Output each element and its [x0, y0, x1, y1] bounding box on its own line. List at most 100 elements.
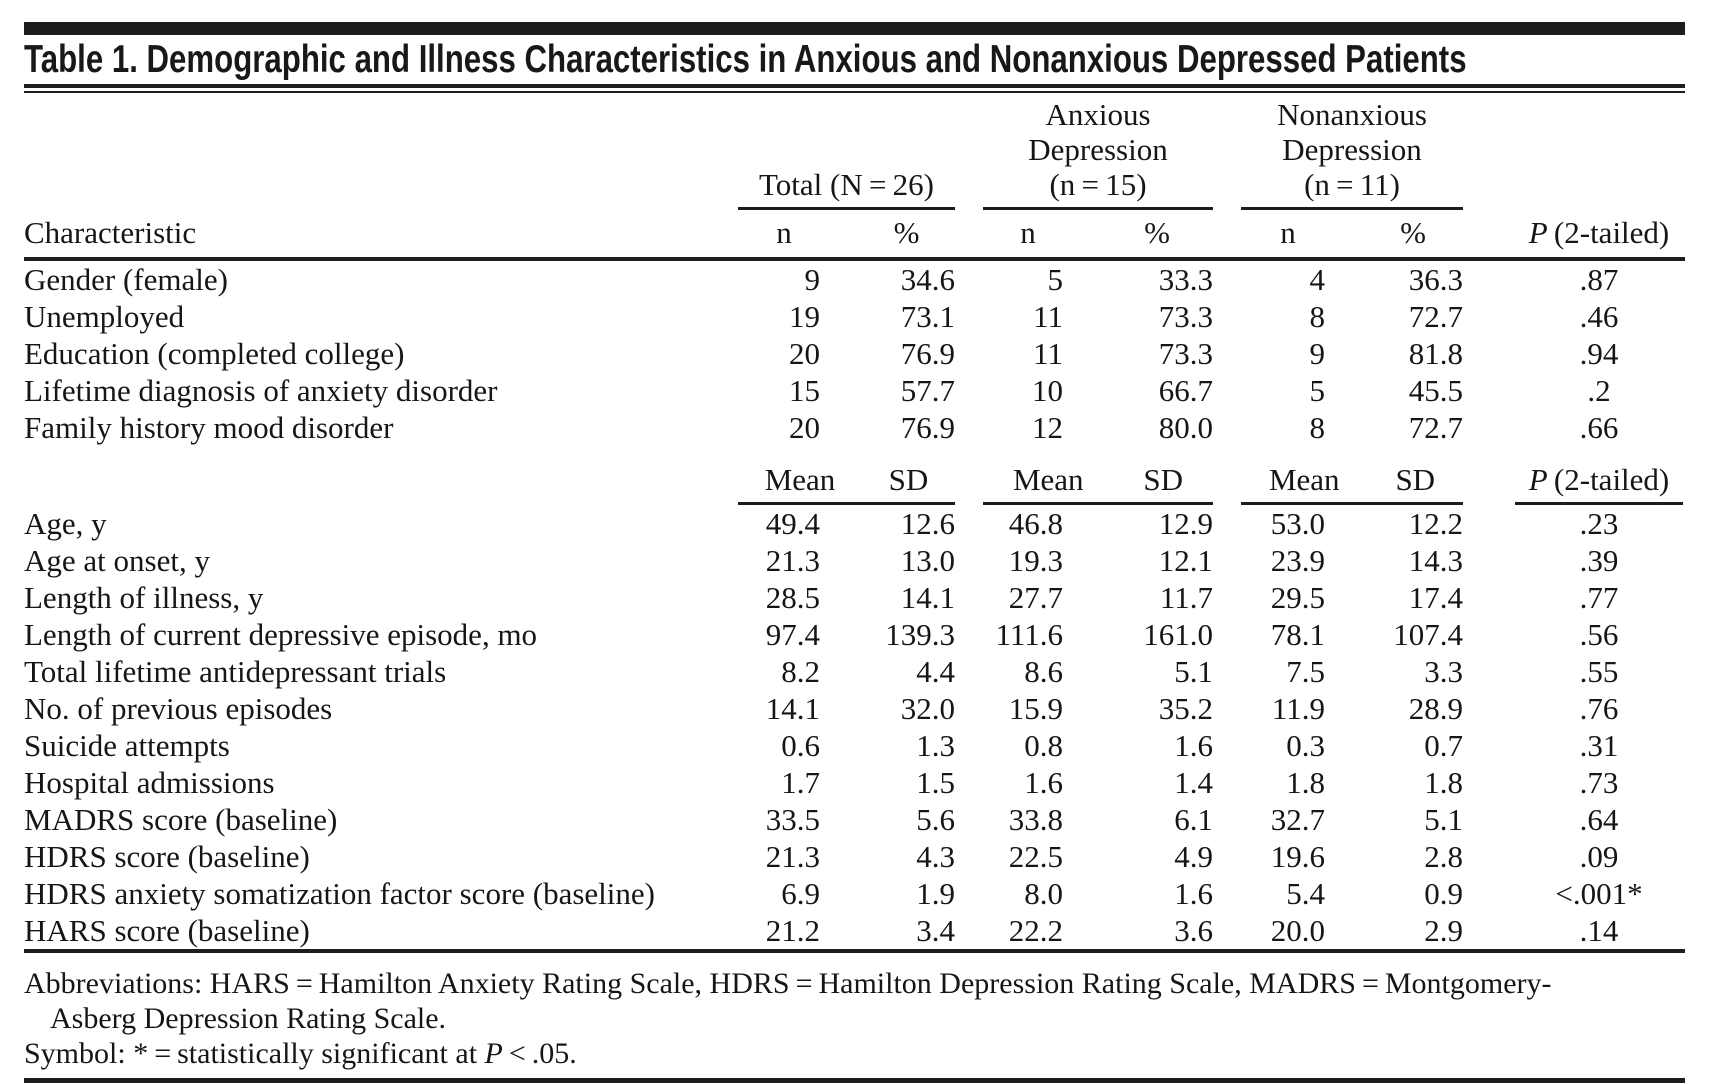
cell-value: 1.8 — [1286, 765, 1326, 800]
cell-value: 1.3 — [916, 728, 955, 763]
cell-value: .2 — [1587, 373, 1611, 408]
col-header-p-2-tailed: P (2-tailed) — [1477, 210, 1686, 261]
cell-value: 161.0 — [1143, 617, 1214, 652]
cell-value: 17.4 — [1408, 580, 1464, 615]
symbol-note: Symbol: * = statistically significant at… — [24, 1036, 1685, 1071]
cell-value: 11 — [1033, 336, 1063, 371]
table-row: Hospital admissions 1.7 1.5 1.6 1.4 1.8 1.8 .73 — [24, 764, 1685, 801]
table-row: Education (completed college) 20 76.9 11 73.… — [24, 335, 1685, 372]
cell-value: 8.2 — [781, 654, 820, 689]
meansd-pair: Mean SD — [1241, 462, 1464, 505]
cell-value: .23 — [1579, 506, 1619, 541]
cell-value: 7.5 — [1286, 654, 1326, 689]
bottom-rule — [24, 1078, 1685, 1084]
cell-value: 19.3 — [1008, 543, 1063, 578]
cell-value: 81.8 — [1408, 336, 1464, 371]
row-label: HDRS score (baseline) — [24, 839, 310, 874]
row-label: Gender (female) — [24, 262, 228, 297]
cell-value: 73.3 — [1158, 299, 1214, 334]
cell-value: .39 — [1579, 543, 1619, 578]
cell-value: 13.0 — [900, 543, 955, 578]
cell-value: 139.3 — [885, 617, 955, 652]
row-label: Length of current depressive episode, mo — [24, 617, 538, 652]
cell-value: 28.5 — [765, 580, 820, 615]
cell-value: 4.4 — [916, 654, 955, 689]
cell-value: 11.7 — [1159, 580, 1214, 615]
cell-value: 32.7 — [1270, 802, 1326, 837]
col-header-sd: SD — [1143, 462, 1184, 497]
cell-value: 97.4 — [765, 617, 820, 652]
meansd-header-row: Mean SD Mean SD Mean SD P (2-tailed) — [24, 446, 1685, 505]
group-header-anxious: Anxious Depression (n = 15) — [969, 93, 1227, 210]
cell-value: 1.6 — [1174, 728, 1214, 763]
cell-value: 46.8 — [1008, 506, 1063, 541]
cell-value: 0.8 — [1024, 728, 1063, 763]
cell-value: 0.7 — [1424, 728, 1464, 763]
group-header-line: Total (N = 26) — [759, 167, 934, 202]
cell-value: 53.0 — [1270, 506, 1326, 541]
col-header-mean: Mean — [764, 462, 836, 497]
row-label: No. of previous episodes — [24, 691, 333, 726]
cell-value: 9 — [1309, 336, 1326, 371]
cell-value: 29.5 — [1270, 580, 1326, 615]
row-label: Lifetime diagnosis of anxiety disorder — [24, 373, 498, 408]
cell-value: 21.3 — [765, 839, 820, 874]
table-title: Table 1. Demographic and Illness Charact… — [24, 38, 1467, 81]
row-label: Family history mood disorder — [24, 410, 394, 445]
cell-value: 45.5 — [1408, 373, 1464, 408]
group-header-total: Total (N = 26) — [724, 93, 969, 210]
cell-value: 5.6 — [916, 802, 955, 837]
cell-value: 80.0 — [1158, 410, 1214, 445]
cell-value: 76.9 — [900, 336, 955, 371]
row-label: Suicide attempts — [24, 728, 230, 763]
cell-value: 0.3 — [1286, 728, 1326, 763]
cell-value: 4.9 — [1174, 839, 1214, 874]
group-header-line: Depression — [1028, 132, 1168, 167]
cell-value: 8.6 — [1024, 654, 1063, 689]
cell-value: 21.3 — [765, 543, 820, 578]
row-label: Age, y — [24, 506, 107, 541]
row-label: Unemployed — [24, 299, 185, 334]
meansd-pair: Mean SD — [983, 462, 1214, 505]
cell-value: 20 — [789, 336, 820, 371]
table-row: Total lifetime antidepressant trials 8.2 4… — [24, 653, 1685, 690]
cell-value: .77 — [1579, 580, 1619, 615]
cell-value: 0.9 — [1424, 876, 1464, 911]
group-label-nonanxious: Nonanxious Depression (n = 11) — [1241, 97, 1464, 210]
group-header-line: (n = 15) — [1049, 167, 1147, 202]
col-header-sd: SD — [888, 462, 929, 497]
count-rows-section: Gender (female) 9 34.6 5 33.3 4 36.3.87 Unemplo… — [24, 259, 1685, 446]
cell-value: .14 — [1477, 912, 1686, 953]
cell-value: 14.1 — [900, 580, 955, 615]
cell-value: 11 — [1033, 299, 1063, 334]
cell-value: 1.9 — [916, 876, 955, 911]
abbreviations-line-1: Abbreviations: HARS = Hamilton Anxiety R… — [24, 967, 1552, 1000]
row-label: Age at onset, y — [24, 543, 210, 578]
title-divider-rule — [24, 84, 1685, 93]
cell-value: .73 — [1579, 765, 1619, 800]
cell-value: .09 — [1579, 839, 1619, 874]
col-header-characteristic: Characteristic — [24, 210, 724, 261]
cell-value: 107.4 — [1393, 617, 1464, 652]
table-row: HDRS anxiety somatization factor score (… — [24, 875, 1685, 912]
cell-value: 72.7 — [1408, 410, 1464, 445]
cell-value: 12.1 — [1158, 543, 1214, 578]
symbol-suffix: < .05. — [502, 1037, 577, 1070]
cell-value: 19.6 — [1270, 839, 1326, 874]
group-header-row: Total (N = 26) Anxious Depression (n = 15)… — [24, 93, 1685, 210]
cell-value: 8 — [1309, 410, 1326, 445]
cell-value: 5.4 — [1286, 876, 1326, 911]
table-row: Unemployed 19 73.1 11 73.3 8 72.7 .46 — [24, 298, 1685, 335]
cell-value: 23.9 — [1270, 543, 1326, 578]
cell-value: 111.6 — [995, 617, 1063, 652]
col-header-mean: Mean — [1012, 462, 1084, 497]
cell-value: .94 — [1579, 336, 1619, 371]
group-label-anxious: Anxious Depression (n = 15) — [983, 97, 1214, 210]
cell-value: 14.3 — [1408, 543, 1464, 578]
cell-value: 11.9 — [1271, 691, 1326, 726]
cell-value: 1.8 — [1424, 765, 1464, 800]
cell-value: 32.0 — [900, 691, 955, 726]
table-row: MADRS score (baseline) 33.5 5.6 33.8 6.1 32.7… — [24, 801, 1685, 838]
abbreviations-note: Abbreviations: HARS = Hamilton Anxiety R… — [24, 966, 1685, 1036]
